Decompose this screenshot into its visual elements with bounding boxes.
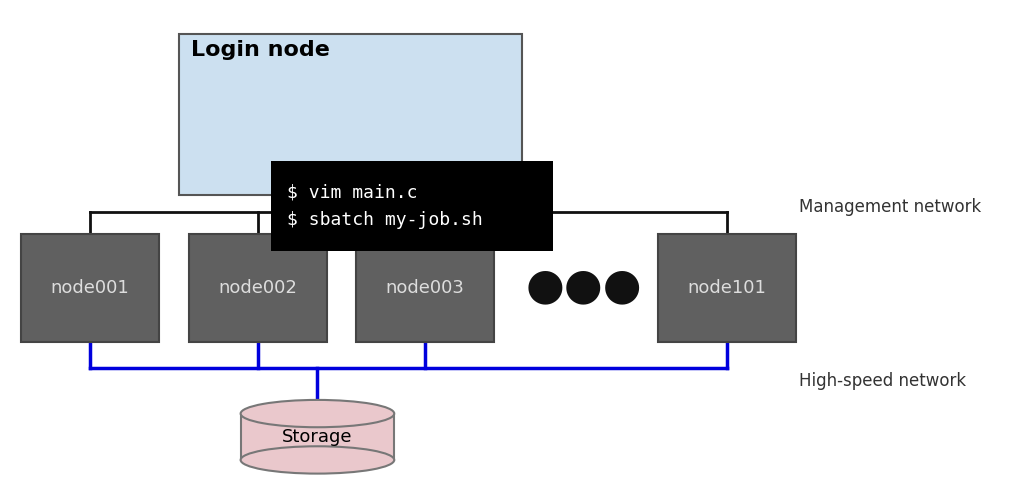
Ellipse shape (241, 446, 394, 473)
Text: node001: node001 (51, 279, 129, 297)
Ellipse shape (241, 400, 394, 427)
Bar (241, 413, 394, 460)
Bar (179, 34, 522, 195)
Text: Storage: Storage (283, 428, 352, 446)
Text: node003: node003 (385, 279, 465, 297)
Text: node101: node101 (687, 279, 767, 297)
Bar (188, 234, 328, 342)
Bar (356, 234, 494, 342)
Text: ●●●: ●●● (525, 264, 642, 307)
Text: Management network: Management network (799, 199, 981, 216)
Bar (20, 234, 160, 342)
Text: $ vim main.c
$ sbatch my-job.sh: $ vim main.c $ sbatch my-job.sh (287, 183, 482, 229)
Text: High-speed network: High-speed network (799, 372, 966, 389)
Text: node002: node002 (218, 279, 298, 297)
Bar (271, 161, 553, 251)
Text: Login node: Login node (191, 40, 331, 60)
Bar (657, 234, 797, 342)
